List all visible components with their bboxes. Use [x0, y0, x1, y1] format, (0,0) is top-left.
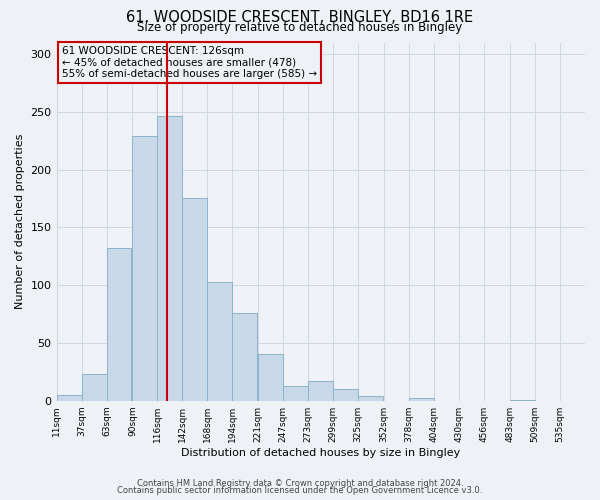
Text: 61 WOODSIDE CRESCENT: 126sqm
← 45% of detached houses are smaller (478)
55% of s: 61 WOODSIDE CRESCENT: 126sqm ← 45% of de…	[62, 46, 317, 80]
Bar	[259, 354, 283, 401]
X-axis label: Distribution of detached houses by size in Bingley: Distribution of detached houses by size …	[181, 448, 460, 458]
Y-axis label: Number of detached properties: Number of detached properties	[15, 134, 25, 310]
Bar	[133, 136, 157, 400]
Text: 61, WOODSIDE CRESCENT, BINGLEY, BD16 1RE: 61, WOODSIDE CRESCENT, BINGLEY, BD16 1RE	[127, 10, 473, 25]
Bar	[358, 396, 383, 400]
Bar	[182, 198, 208, 400]
Bar	[107, 248, 131, 400]
Bar	[333, 389, 358, 400]
Bar	[409, 398, 434, 400]
Text: Contains HM Land Registry data © Crown copyright and database right 2024.: Contains HM Land Registry data © Crown c…	[137, 478, 463, 488]
Bar	[232, 313, 257, 400]
Bar	[82, 374, 107, 400]
Text: Contains public sector information licensed under the Open Government Licence v3: Contains public sector information licen…	[118, 486, 482, 495]
Bar	[208, 282, 232, 401]
Text: Size of property relative to detached houses in Bingley: Size of property relative to detached ho…	[137, 21, 463, 34]
Bar	[56, 395, 82, 400]
Bar	[308, 381, 333, 400]
Bar	[157, 116, 182, 401]
Bar	[283, 386, 308, 400]
